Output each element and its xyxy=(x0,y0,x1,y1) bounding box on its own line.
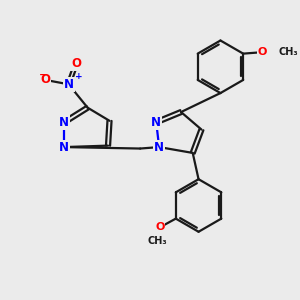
Text: N: N xyxy=(151,116,161,129)
Text: CH₃: CH₃ xyxy=(278,47,298,57)
Text: N: N xyxy=(59,141,69,154)
Text: O: O xyxy=(257,47,267,57)
Text: N: N xyxy=(59,116,69,129)
Text: N: N xyxy=(64,78,74,91)
Text: +: + xyxy=(75,72,83,81)
Text: O: O xyxy=(155,222,164,233)
Text: N: N xyxy=(154,141,164,154)
Text: O: O xyxy=(71,57,81,70)
Text: CH₃: CH₃ xyxy=(147,236,167,245)
Text: O: O xyxy=(40,74,50,86)
Text: −: − xyxy=(39,70,48,80)
